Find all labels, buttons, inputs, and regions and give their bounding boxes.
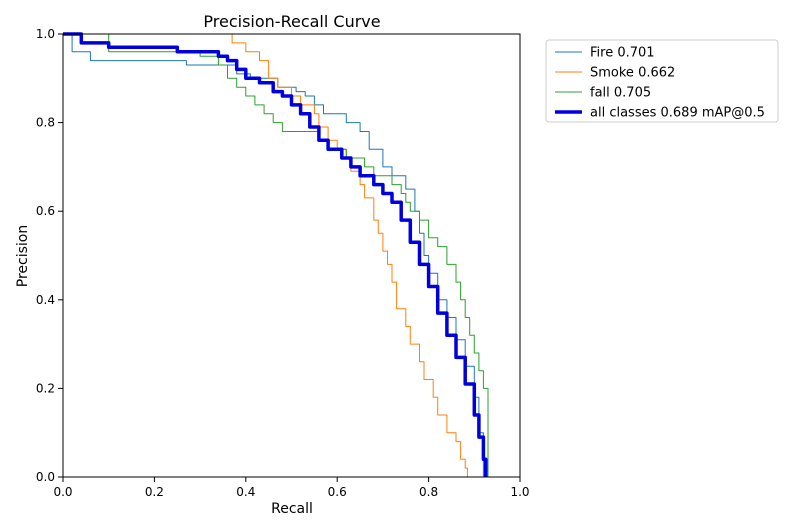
x-tick-label: 1.0 xyxy=(510,485,529,499)
y-tick-label: 0.6 xyxy=(36,204,55,218)
legend: Fire 0.701 Smoke 0.662 fall 0.705 all class… xyxy=(545,39,779,123)
x-tick-label: 0.6 xyxy=(328,485,347,499)
series-line-3 xyxy=(63,32,488,477)
chart-title: Precision-Recall Curve xyxy=(203,12,380,31)
x-tick-label: 0.8 xyxy=(419,485,438,499)
legend-label-1: Smoke 0.662 xyxy=(590,66,675,81)
y-tick-label: 0.0 xyxy=(36,470,55,484)
x-tick-label: 0.4 xyxy=(236,485,255,499)
legend-label-3: all classes 0.689 mAP@0.5 xyxy=(590,106,765,121)
y-tick-label: 0.2 xyxy=(36,381,55,395)
y-tick-label: 1.0 xyxy=(36,27,55,41)
legend-label-2: fall 0.705 xyxy=(590,86,651,101)
legend-box xyxy=(545,39,779,123)
plot-area xyxy=(62,33,521,478)
legend-label-0: Fire 0.701 xyxy=(590,46,655,61)
x-axis-label: Recall xyxy=(271,501,313,517)
series-layer xyxy=(63,32,520,478)
ticks-layer: 0.0 0.2 0.4 0.6 0.8 1.0 0.0 0.2 0.4 0.6 0.8 1.0 xyxy=(36,27,530,499)
y-tick-label: 0.8 xyxy=(36,116,55,130)
series-line-1 xyxy=(222,33,468,477)
series-line-0 xyxy=(63,33,520,478)
x-tick-label: 0.0 xyxy=(53,485,72,499)
y-tick-label: 0.4 xyxy=(36,293,55,307)
x-tick-label: 0.2 xyxy=(145,485,164,499)
y-axis-label: Precision xyxy=(15,225,31,287)
